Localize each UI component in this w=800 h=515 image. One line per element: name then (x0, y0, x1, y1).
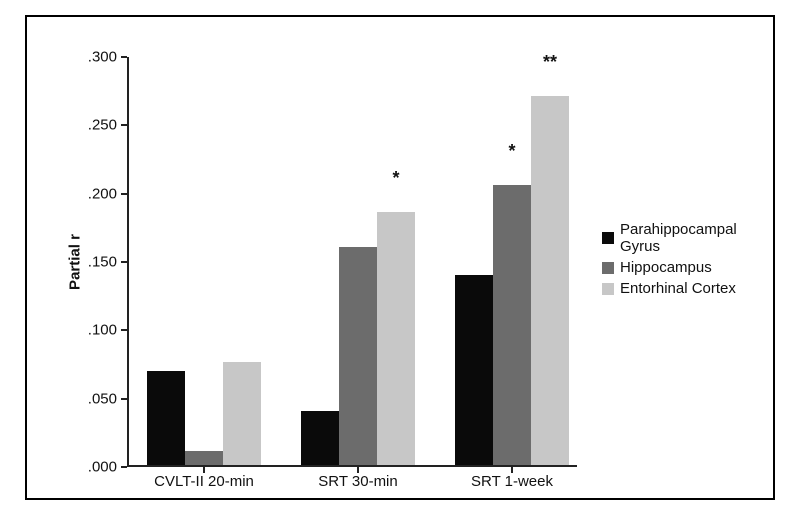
legend-label: Entorhinal Cortex (620, 280, 736, 297)
y-tick-label: .100 (88, 322, 117, 339)
y-tick (121, 261, 127, 263)
significance-marker: * (392, 168, 399, 189)
bar (531, 96, 569, 465)
y-tick-label: .250 (88, 117, 117, 134)
legend-item: Parahippocampal Gyrus (602, 221, 773, 255)
y-tick-label: .150 (88, 254, 117, 271)
chart-container: Partial r **** .000.050.100.150.200.250.… (0, 0, 800, 515)
x-tick-label: SRT 1-week (471, 473, 553, 490)
significance-marker: ** (543, 52, 557, 73)
legend-item: Hippocampus (602, 259, 773, 276)
y-axis-title: Partial r (67, 234, 84, 290)
x-tick-label: SRT 30-min (318, 473, 397, 490)
bar (339, 247, 377, 465)
y-tick (121, 329, 127, 331)
bar (493, 185, 531, 465)
x-axis-line (127, 465, 577, 467)
legend-swatch (602, 283, 614, 295)
bar (185, 451, 223, 465)
bar (301, 411, 339, 465)
y-tick (121, 398, 127, 400)
significance-marker: * (508, 141, 515, 162)
y-tick-label: .200 (88, 185, 117, 202)
legend-swatch (602, 232, 614, 244)
legend: Parahippocampal Gyrus Hippocampus Entorhin… (602, 217, 773, 301)
legend-label: Hippocampus (620, 259, 712, 276)
y-tick (121, 193, 127, 195)
plot-area: **** .000.050.100.150.200.250.300 CVLT-I… (127, 57, 577, 467)
legend-swatch (602, 262, 614, 274)
y-tick-label: .000 (88, 459, 117, 476)
y-tick (121, 56, 127, 58)
y-tick (121, 466, 127, 468)
legend-item: Entorhinal Cortex (602, 280, 773, 297)
chart-frame: Partial r **** .000.050.100.150.200.250.… (25, 15, 775, 500)
bar (223, 362, 261, 465)
x-tick-label: CVLT-II 20-min (154, 473, 254, 490)
y-tick-label: .050 (88, 390, 117, 407)
y-tick (121, 124, 127, 126)
legend-label: Parahippocampal Gyrus (620, 221, 773, 255)
y-tick-label: .300 (88, 49, 117, 66)
bar (147, 371, 185, 465)
bar (455, 275, 493, 465)
bar (377, 212, 415, 465)
bars-layer: **** (127, 57, 577, 465)
